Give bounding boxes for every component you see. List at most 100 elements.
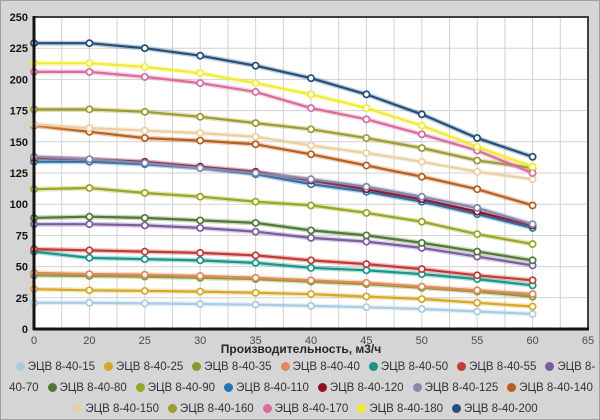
data-point-marker [251, 251, 260, 260]
data-point-marker [85, 39, 94, 48]
data-point-marker [473, 203, 482, 212]
y-tick-label: 0 [22, 324, 28, 336]
data-point-marker [140, 72, 149, 81]
data-point-marker [473, 271, 482, 280]
data-point-marker [417, 130, 426, 139]
series-line [34, 62, 533, 168]
legend-label: ЭЦВ 8-40-110 [236, 382, 309, 394]
legend-swatch-icon [224, 383, 234, 392]
data-point-marker [528, 162, 537, 171]
data-point-marker [251, 300, 260, 309]
data-point-marker [528, 220, 537, 229]
legend-swatch-icon [280, 362, 290, 371]
legend-item: ЭЦВ 8-40-80 [39, 382, 127, 394]
legend-swatch-icon [73, 404, 83, 413]
y-tick-label: 150 [10, 137, 28, 149]
legend-item: ЭЦВ 8-40-90 [127, 382, 215, 394]
data-point-marker [140, 299, 149, 308]
data-point-marker [362, 260, 371, 269]
data-point-marker [473, 134, 482, 143]
x-tick-label: 35 [249, 335, 261, 347]
data-point-marker [362, 266, 371, 275]
data-point-marker [85, 184, 94, 192]
data-point-marker [473, 230, 482, 239]
x-tick-label: 30 [194, 335, 206, 347]
legend-label: ЭЦВ 8-40-90 [147, 382, 216, 394]
data-point-marker [417, 144, 426, 152]
data-point-marker [307, 141, 315, 150]
data-point-marker [362, 161, 371, 170]
data-point-marker [362, 292, 371, 301]
legend-item: ЭЦВ 8-40-150 [64, 403, 159, 415]
data-point-marker [85, 155, 94, 164]
legend-item: ЭЦВ 8-40-40 [272, 361, 360, 373]
data-point-marker [196, 223, 205, 232]
data-point-marker [362, 90, 371, 99]
legend-swatch-icon [507, 383, 517, 392]
data-point-marker [85, 212, 94, 221]
x-tick-label: 25 [139, 335, 151, 347]
data-point-marker [417, 265, 426, 274]
data-point-marker [85, 298, 94, 307]
legend-label: ЭЦВ 8-40-140 [519, 382, 593, 394]
data-point-marker [140, 247, 149, 256]
legend-item: ЭЦВ 8-40-160 [159, 403, 254, 415]
series-line [33, 274, 533, 298]
data-point-marker [196, 51, 205, 60]
data-point-marker [251, 87, 260, 96]
x-tick-label: 50 [416, 335, 428, 347]
data-point-marker [307, 125, 315, 134]
legend-swatch-icon [192, 362, 202, 371]
legend-label: ЭЦВ 8-40-160 [179, 403, 254, 415]
data-point-marker [362, 208, 371, 217]
data-point-marker [417, 192, 426, 201]
legend-label: ЭЦВ 8-40-70 [9, 361, 596, 394]
data-point-marker [140, 62, 149, 71]
legend-swatch-icon [357, 404, 367, 413]
data-point-marker [307, 90, 315, 99]
legend-label: ЭЦВ 8-40-80 [59, 382, 127, 394]
data-point-marker [140, 159, 149, 167]
data-point-marker [196, 272, 205, 280]
y-tick-label: 25 [16, 293, 28, 305]
data-point-marker [307, 104, 315, 113]
data-point-marker [362, 231, 371, 240]
data-point-marker [307, 233, 315, 242]
data-point-marker [196, 216, 205, 225]
x-tick-label: 60 [526, 335, 538, 347]
chart-legend: ЭЦВ 8-40-15 ЭЦВ 8-40-25 ЭЦВ 8-40-35 ЭЦВ 8-4… [6, 357, 596, 419]
data-point-marker [307, 301, 315, 310]
series-line [33, 288, 533, 308]
legend-swatch-icon [412, 383, 422, 392]
data-point-marker [417, 305, 426, 313]
data-point-marker [196, 112, 205, 121]
data-point-marker [473, 286, 482, 295]
data-point-marker [528, 240, 537, 249]
data-point-marker [473, 247, 482, 256]
data-point-marker [307, 276, 315, 285]
data-point-marker [251, 258, 260, 267]
data-point-marker [307, 74, 315, 83]
data-point-marker [417, 282, 426, 291]
legend-label: ЭЦВ 8-40-55 [469, 361, 537, 373]
legend-item: ЭЦВ 8-40-180 [348, 403, 443, 415]
data-point-marker [528, 276, 537, 285]
data-point-marker [140, 44, 149, 53]
data-point-marker [196, 287, 205, 296]
legend-swatch-icon [167, 404, 177, 413]
data-point-marker [251, 273, 260, 282]
data-point-marker [140, 221, 149, 230]
legend-swatch-icon [317, 383, 327, 392]
data-point-marker [417, 295, 426, 303]
data-point-marker [251, 132, 260, 141]
data-point-marker [473, 307, 482, 316]
data-point-marker [528, 169, 537, 177]
series-line [33, 271, 533, 296]
data-point-marker [196, 69, 205, 78]
data-point-marker [251, 61, 260, 70]
y-tick-label: 225 [10, 43, 28, 55]
legend-swatch-icon [368, 362, 378, 371]
legend-label: ЭЦВ 8-40-40 [292, 361, 360, 373]
data-point-marker [140, 107, 149, 116]
legend-swatch-icon [545, 362, 555, 371]
